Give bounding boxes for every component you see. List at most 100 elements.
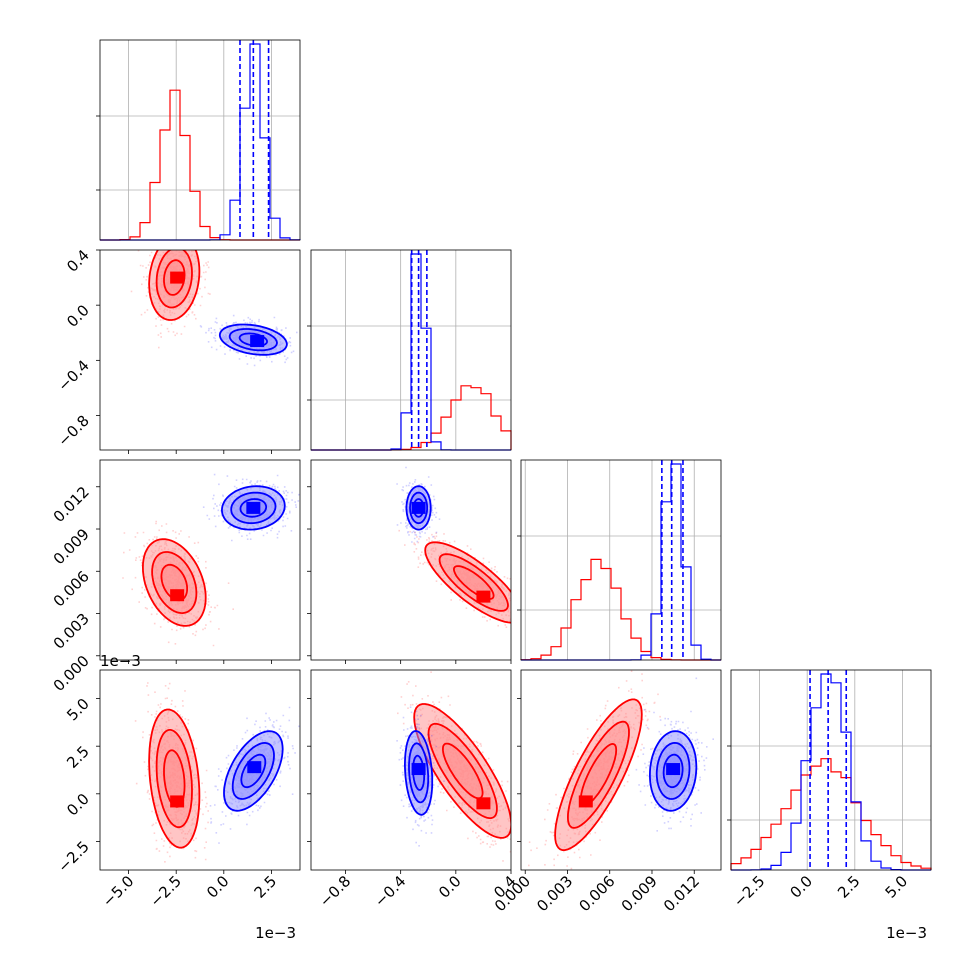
pair-panel-2-1 [307,459,512,664]
y-tick-labels-1: −0.8 −0.4 0.0 0.4 [54,246,92,450]
pair-frame-1-0 [99,249,301,451]
pair-frame-3-0 [99,669,301,871]
contour-red-1 [151,551,198,615]
y-tick-label: 0.0 [63,790,93,820]
x-tick-label: −0.8 [316,872,354,910]
pair-panel-3-1 [307,669,512,874]
x-tick-label: 5.0 [882,872,912,902]
y-tick-label: 5.0 [63,695,93,725]
contour-red-0 [554,698,643,851]
contour-blue-2 [238,332,268,347]
y-tick-label: 0.000 [50,652,93,695]
pair-panel-1-0 [96,249,301,454]
hist-frame-1 [310,249,512,451]
pair-frame-2-0 [99,459,301,661]
y-tick-label: 0.012 [50,483,93,526]
x-tick-labels-0: −5.0 −2.5 0.0 2.5 1e−3 [99,872,296,942]
hist-frame-3 [730,669,932,871]
contour-blue-0 [223,730,284,812]
hist-panel-2 [517,459,722,661]
contour-red-2 [579,742,618,807]
contour-red-1 [155,729,193,829]
pair-panel-3-0 [96,669,301,874]
contour-red-2 [441,742,484,800]
y-tick-label: 0.009 [50,525,93,568]
y-tick-label: 2.5 [63,742,93,772]
contour-blue-2 [412,498,425,518]
density-fill-red-2 [164,750,185,807]
x-tick-label: −5.0 [99,872,137,910]
density-peak-blue [250,335,265,348]
contour-red-1 [566,720,630,829]
hist-panel-3 [727,669,932,871]
pair-panel-3-2 [517,669,722,874]
hist-red-3 [730,758,932,870]
contour-blue-1 [408,742,430,804]
x-tick-label: −2.5 [730,872,768,910]
x-tick-labels-3: −2.5 0.0 2.5 5.0 1e−3 [730,872,927,942]
x-tick-label: 2.5 [251,872,281,902]
y-tick-label: −0.4 [54,356,92,394]
contour-blue-2 [240,753,267,789]
hist-frame-2 [520,459,722,661]
contour-red-1 [427,722,498,819]
contour-red-2 [160,563,188,602]
contour-blue-0 [405,485,432,531]
density-peak-blue [411,501,426,514]
contour-blue-1 [409,491,428,525]
x-tick-label: 0.0 [435,872,465,902]
x-tick-label: 0.0 [786,872,816,902]
y-tick-label: 0.006 [50,567,93,610]
hist-blue-3 [731,673,931,871]
contour-blue-2 [239,498,268,518]
x-tick-label: 0.0 [203,872,233,902]
contour-blue-1 [228,328,278,352]
density-peak-blue [246,501,261,514]
contour-red-0 [148,250,201,321]
density-peak-red [476,590,491,603]
contour-blue-2 [412,754,426,791]
contour-red-2 [163,749,186,808]
pair-panel-2-0 [96,459,301,664]
pair-frame-2-1 [310,459,512,661]
hist-panel-1 [307,249,512,451]
density-peak-blue [666,763,681,776]
pair-frame-3-1 [310,669,512,871]
contour-red-0 [141,538,207,627]
x-tick-label: −2.5 [147,872,185,910]
x-tick-label: 0.012 [660,872,703,915]
contour-blue-0 [648,730,698,812]
y-tick-label: −2.5 [54,838,92,876]
contour-blue-1 [230,491,277,525]
x-tick-label: 0.003 [533,872,576,915]
contour-red-0 [424,541,511,624]
pair-frame-3-2 [520,669,722,871]
contour-blue-2 [662,753,684,789]
x-tick-label: 2.5 [834,872,864,902]
contour-blue-0 [218,323,288,356]
x-offset-label: 1e−3 [886,924,927,942]
x-tick-labels-1: −0.8 −0.4 0.0 0.4 [316,872,520,910]
x-tick-label: −0.4 [371,872,409,910]
density-peak-blue [411,763,426,776]
density-peak-red [476,797,491,810]
y-tick-label: −0.8 [54,412,92,450]
contour-red-1 [155,250,193,309]
hist-panel-0 [96,39,301,241]
density-peak-blue [247,761,262,774]
x-tick-labels-2: 0.000 0.003 0.006 0.009 0.012 [491,872,703,915]
contour-red-1 [438,553,509,612]
hist-blue-2 [521,463,721,661]
density-fill-red-2 [442,743,483,799]
contour-red-0 [413,703,511,839]
y-tick-label: 0.003 [50,610,93,653]
x-tick-label: 0.009 [618,872,661,915]
contour-blue-0 [220,485,286,531]
y-tick-label: 0.4 [63,246,93,276]
y-tick-label: 0.0 [63,301,93,331]
x-offset-label: 1e−3 [255,924,296,942]
density-fill-red-2 [580,743,617,806]
contour-blue-0 [403,730,434,816]
